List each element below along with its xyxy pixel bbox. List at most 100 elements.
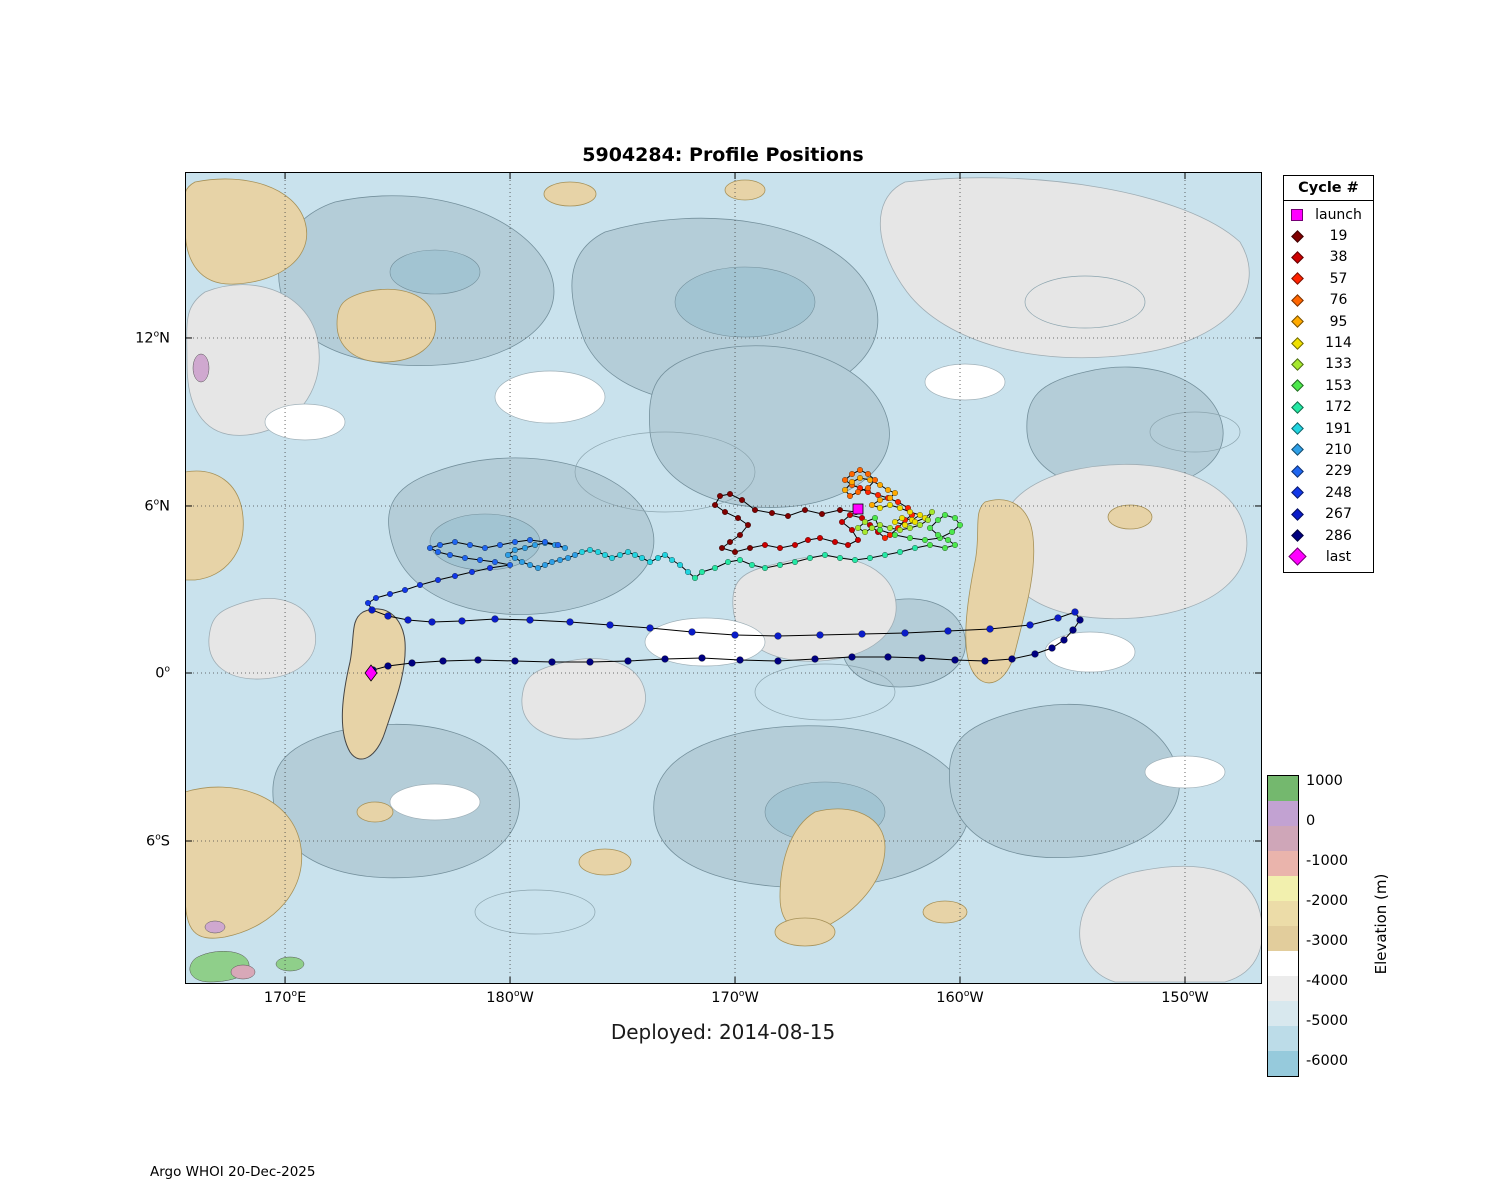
legend-item-label: 191: [1325, 420, 1352, 437]
legend-items: launch 19 38 57 76 95 114 133 153 172 191 210 229 248…: [1284, 204, 1373, 568]
grid-lines: [185, 172, 1262, 984]
colorbar-axis-label: Elevation (m): [1372, 873, 1390, 975]
legend-item-label: 267: [1325, 506, 1352, 523]
legend-item: 267: [1284, 503, 1373, 524]
y-tick-label: 6oN: [144, 497, 170, 515]
legend-item: 114: [1284, 332, 1373, 353]
map-svg: [185, 172, 1262, 984]
map-plot: [185, 172, 1262, 984]
legend-item: 76: [1284, 290, 1373, 311]
y-tick-label: 12oN: [135, 329, 170, 347]
colorbar-band: [1268, 901, 1298, 926]
colorbar-band: [1268, 1001, 1298, 1026]
legend: Cycle # launch 19 38 57 76 95 114 133 153 172 191 2…: [1283, 175, 1374, 573]
legend-item: 229: [1284, 461, 1373, 482]
legend-item-label: 95: [1329, 313, 1348, 330]
y-axis: 12oN 6oN 0o 6oS: [0, 172, 179, 984]
legend-item-label: 57: [1329, 270, 1348, 287]
legend-item-label: 210: [1325, 441, 1352, 458]
map-border: [185, 172, 1262, 984]
diamond-marker-icon: [1290, 272, 1304, 286]
diamond-marker-icon: [1290, 529, 1304, 542]
x-tick-label: 160oW: [936, 989, 984, 1006]
legend-item-label: 286: [1325, 527, 1352, 544]
island-arc: [341, 608, 406, 760]
legend-item-label: 153: [1325, 377, 1352, 394]
legend-item: launch: [1284, 204, 1373, 225]
legend-item-label: 248: [1325, 484, 1352, 501]
legend-item: 153: [1284, 375, 1373, 396]
islands-colored: [189, 353, 305, 983]
colorbar-tick-label: -1000: [1306, 853, 1349, 870]
colorbar-tick-label: -5000: [1306, 1013, 1349, 1029]
diamond-marker-icon: [1290, 443, 1304, 457]
deployed-caption: Deployed: 2014-08-15: [610, 1020, 836, 1044]
float-trajectory: [364, 466, 1084, 682]
colorbar-band: [1268, 951, 1298, 976]
diamond-marker-icon: [1290, 358, 1304, 371]
colorbar-band: [1268, 826, 1298, 851]
colorbar-band: [1268, 876, 1298, 901]
colorbar-tick-label: 0: [1306, 812, 1316, 829]
diamond-marker-icon: [1290, 229, 1304, 243]
x-tick-label: 170oE: [263, 989, 307, 1006]
x-tick-label: 170oW: [711, 989, 759, 1006]
diamond-marker-icon: [1290, 379, 1304, 393]
legend-item-label: last: [1325, 548, 1352, 565]
colorbar-tick-labels: 1000 0 -1000 -2000 -3000 -4000 -5000 -6000: [1306, 773, 1376, 1075]
colorbar: [1267, 775, 1299, 1077]
diamond-large-marker-icon: [1287, 547, 1307, 567]
diamond-marker-icon: [1290, 422, 1304, 435]
diamond-marker-icon: [1290, 486, 1304, 500]
diamond-marker-icon: [1290, 400, 1304, 414]
chart-title: 5904284: Profile Positions: [582, 144, 864, 166]
square-marker-icon: [1291, 208, 1303, 221]
legend-item-label: 38: [1329, 249, 1348, 266]
legend-item: 286: [1284, 525, 1373, 546]
legend-item-label: 19: [1329, 228, 1348, 245]
legend-item: last: [1284, 546, 1373, 567]
diamond-marker-icon: [1290, 293, 1304, 307]
legend-item: 57: [1284, 268, 1373, 289]
diamond-marker-icon: [1290, 507, 1304, 521]
x-axis: 170oE 180oW 170oW 160oW 150oW: [185, 989, 1262, 1011]
colorbar-band: [1268, 851, 1298, 876]
colorbar-tick-label: -2000: [1306, 893, 1349, 909]
x-tick-label: 150oW: [1161, 989, 1209, 1006]
legend-item-label: 229: [1325, 463, 1352, 480]
colorbar-band: [1268, 1051, 1298, 1076]
colorbar-tick-label: -6000: [1306, 1052, 1349, 1069]
legend-item: 95: [1284, 311, 1373, 332]
colorbar-band: [1268, 801, 1298, 826]
last-marker: [364, 664, 378, 682]
launch-marker: [852, 503, 864, 515]
bathymetry-ridges-tan: [185, 178, 1153, 947]
bathymetry-midgray: [186, 177, 1262, 983]
colorbar-tick-label: 1000: [1306, 773, 1343, 789]
colorbar-tick-label: -4000: [1306, 973, 1349, 990]
x-tick-label: 180oW: [486, 989, 534, 1006]
diamond-marker-icon: [1290, 251, 1304, 264]
legend-item: 172: [1284, 397, 1373, 418]
diamond-marker-icon: [1290, 465, 1304, 478]
legend-item-label: 133: [1325, 356, 1352, 373]
legend-item: 19: [1284, 225, 1373, 246]
legend-item-label: 172: [1325, 399, 1352, 416]
diamond-marker-icon: [1290, 336, 1304, 350]
legend-item: 133: [1284, 354, 1373, 375]
legend-item: 38: [1284, 247, 1373, 268]
colorbar-band: [1268, 976, 1298, 1001]
colorbar-band: [1268, 926, 1298, 951]
legend-item-label: launch: [1315, 206, 1362, 223]
legend-item-label: 114: [1325, 335, 1352, 352]
colorbar-band: [1268, 1026, 1298, 1051]
watermark: Argo WHOI 20-Dec-2025: [150, 1164, 316, 1180]
legend-item: 191: [1284, 418, 1373, 439]
colorbar-band: [1268, 776, 1298, 801]
legend-item-label: 76: [1329, 292, 1348, 309]
diamond-marker-icon: [1290, 315, 1304, 329]
contour-lines: [474, 275, 1241, 935]
legend-title: Cycle #: [1284, 176, 1373, 201]
legend-item: 248: [1284, 482, 1373, 503]
